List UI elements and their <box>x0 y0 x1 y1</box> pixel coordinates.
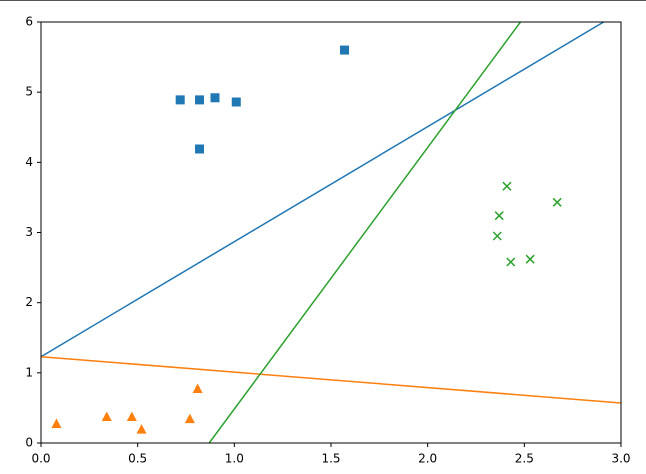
x-tick-label: 0.0 <box>31 452 50 466</box>
point <box>492 231 502 241</box>
y-tick-label: 3 <box>25 225 33 239</box>
plot-area <box>41 22 621 443</box>
boundary-line <box>41 22 604 358</box>
y-tick-label: 0 <box>25 436 33 450</box>
point <box>502 181 512 191</box>
point <box>184 413 195 424</box>
y-tick-label: 4 <box>25 155 33 169</box>
point <box>175 95 185 105</box>
point <box>101 411 112 422</box>
y-tick-label: 5 <box>25 85 33 99</box>
x-tick-label: 2.5 <box>515 452 534 466</box>
point <box>126 411 137 422</box>
y-tick-label: 6 <box>25 15 33 29</box>
point <box>231 97 241 107</box>
point <box>195 144 205 154</box>
point <box>525 254 535 264</box>
x-tick-label: 1.0 <box>225 452 244 466</box>
boundary-line <box>41 355 621 404</box>
y-tick-label: 2 <box>25 295 33 309</box>
point <box>192 383 203 393</box>
x-tick-label: 3.0 <box>611 452 630 466</box>
x-tick-label: 1.5 <box>321 452 340 466</box>
boundary-line <box>208 22 522 443</box>
point <box>136 424 147 434</box>
point <box>51 418 62 429</box>
point <box>210 93 220 103</box>
y-tick-label: 1 <box>25 365 33 379</box>
point <box>506 257 516 267</box>
point <box>340 45 350 55</box>
point <box>552 197 562 207</box>
point <box>195 95 205 105</box>
point <box>494 211 504 221</box>
x-tick-label: 0.5 <box>128 452 147 466</box>
x-tick-label: 2.0 <box>418 452 437 466</box>
